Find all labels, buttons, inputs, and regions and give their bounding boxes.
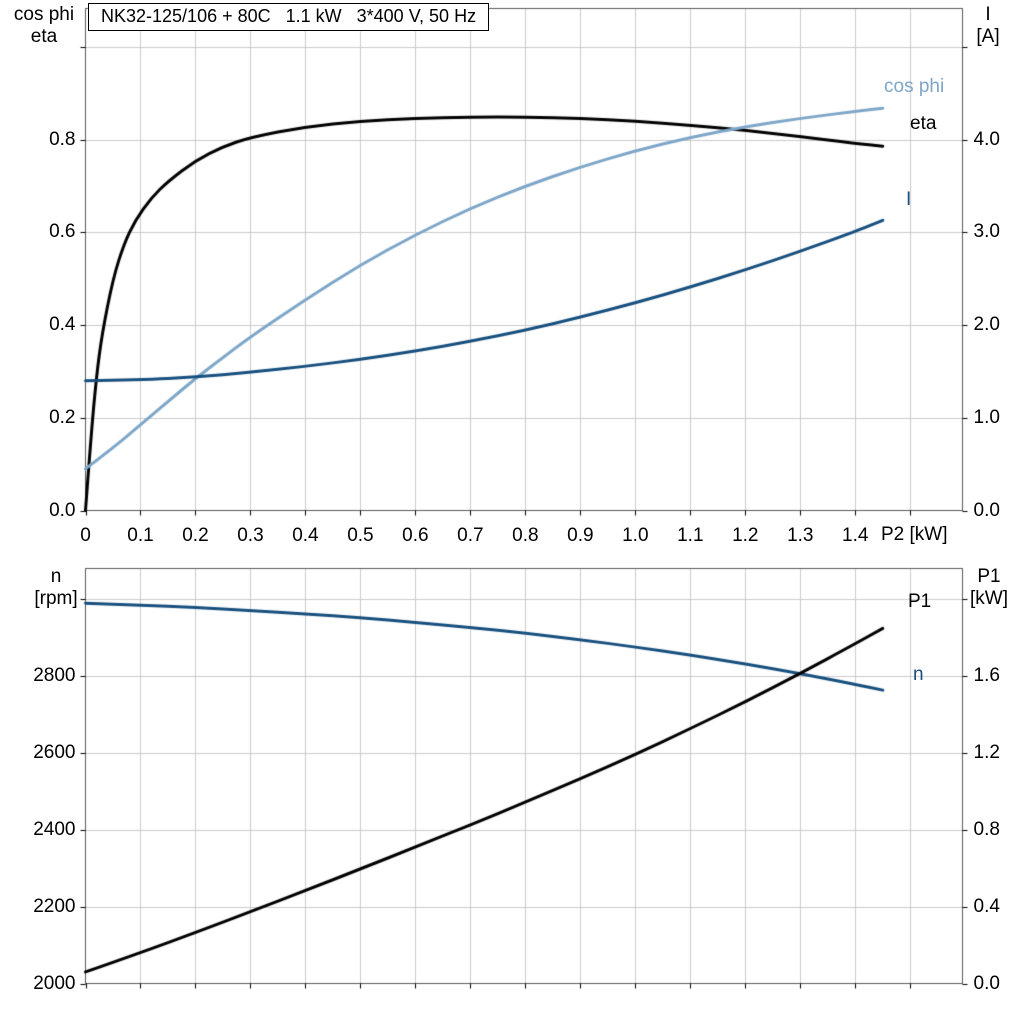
- x-tick-label: 1.0: [622, 524, 649, 546]
- x-tick-label: 0.4: [292, 524, 319, 546]
- x-tick-label: 0.9: [567, 524, 594, 546]
- x-tick-label: 0.3: [237, 524, 264, 546]
- top-chart-right-axis-title: I [A]: [960, 4, 1016, 48]
- left-tick-label: 2400: [33, 818, 76, 840]
- axis-title-line: [rpm]: [34, 588, 78, 609]
- axis-title-line: eta: [30, 26, 58, 47]
- right-tick-label: 2.0: [973, 314, 1000, 336]
- axis-title-line: P1: [977, 566, 1001, 587]
- x-tick-label: 0.8: [512, 524, 539, 546]
- left-tick-label: 2000: [33, 972, 76, 994]
- x-tick-label: 0.5: [347, 524, 374, 546]
- axis-title-line: [kW]: [970, 588, 1008, 609]
- bottom-chart-right-axis-title: P1 [kW]: [960, 566, 1018, 610]
- cos-phi-curve-label: cos phi: [884, 76, 945, 97]
- left-tick-label: 0.0: [49, 499, 76, 521]
- x-tick-label: 0.2: [182, 524, 209, 546]
- right-tick-label: 1.2: [973, 741, 1000, 763]
- x-tick-label: 0.6: [402, 524, 429, 546]
- right-tick-label: 1.6: [973, 664, 1000, 686]
- right-tick-label: 0.0: [973, 972, 1000, 994]
- right-tick-label: 3.0: [973, 221, 1000, 243]
- left-tick-label: 0.2: [49, 406, 76, 428]
- right-tick-label: 1.0: [973, 406, 1000, 428]
- axis-title-line: [A]: [976, 26, 1000, 47]
- left-tick-label: 2800: [33, 664, 76, 686]
- left-tick-label: 0.6: [49, 221, 76, 243]
- x-tick-label: 0: [80, 524, 91, 546]
- left-tick-label: 0.8: [49, 128, 76, 150]
- x-tick-label: 0.7: [457, 524, 484, 546]
- x-tick-label: 1.1: [677, 524, 704, 546]
- axis-title-line: cos phi: [13, 4, 75, 25]
- x-tick-label: 1.2: [732, 524, 759, 546]
- right-tick-label: 4.0: [973, 128, 1000, 150]
- axis-title-line: I: [985, 4, 991, 25]
- right-tick-label: 0.4: [973, 895, 1000, 917]
- left-tick-label: 2600: [33, 741, 76, 763]
- bottom-chart-left-axis-title: n [rpm]: [24, 566, 88, 610]
- p1-curve-label: P1: [908, 591, 932, 612]
- current-curve-label: I: [906, 189, 912, 210]
- chart-title: NK32-125/106 + 80C 1.1 kW 3*400 V, 50 Hz: [88, 3, 490, 31]
- left-tick-label: 0.4: [49, 314, 76, 336]
- eta-curve-label: eta: [910, 113, 937, 134]
- left-tick-label: 2200: [33, 895, 76, 917]
- speed-curve-label: n: [913, 664, 924, 685]
- right-tick-label: 0.0: [973, 499, 1000, 521]
- axis-title-line: n: [50, 566, 62, 587]
- x-tick-label: 0.1: [127, 524, 154, 546]
- top-chart-left-axis-title: cos phi eta: [4, 4, 84, 48]
- x-tick-label: 1.3: [787, 524, 814, 546]
- x-axis-label: P2 [kW]: [881, 524, 948, 545]
- right-tick-label: 0.8: [973, 818, 1000, 840]
- x-tick-label: 1.4: [842, 524, 869, 546]
